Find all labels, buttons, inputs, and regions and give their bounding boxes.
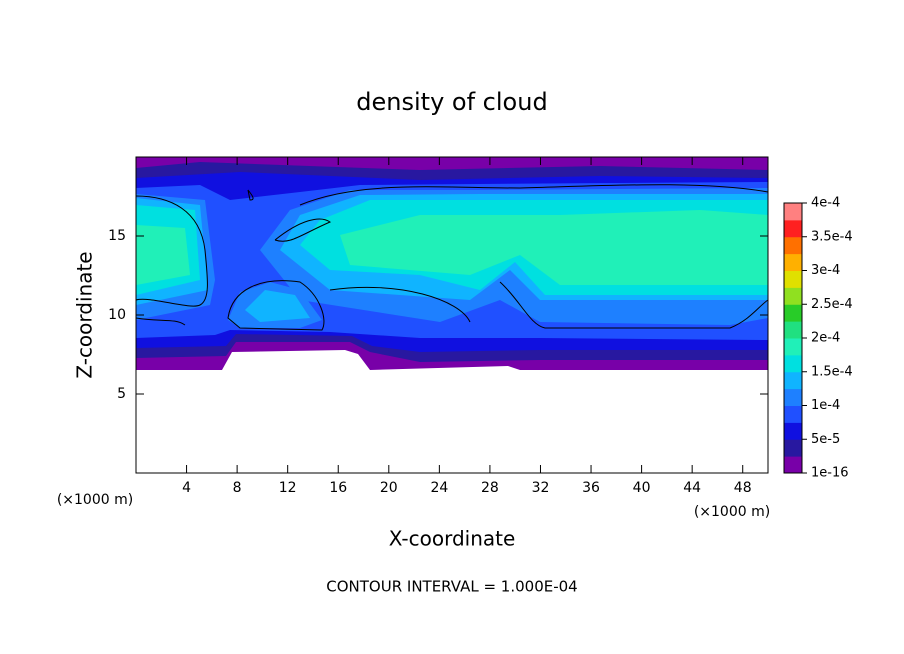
- colorbar-band: [784, 321, 802, 339]
- colorbar-band: [784, 203, 802, 221]
- colorbar-band: [784, 270, 802, 288]
- colorbar-band: [784, 388, 802, 406]
- y-tick-label: 15: [108, 228, 126, 244]
- x-tick-label: 20: [380, 480, 398, 496]
- x-axis-label: X-coordinate: [389, 527, 516, 551]
- x-tick-label: 8: [233, 480, 242, 496]
- colorbar-band: [784, 219, 802, 238]
- colorbar-band: [784, 354, 802, 373]
- colorbar-tick-label: 1e-16: [811, 466, 849, 481]
- chart-title: density of cloud: [356, 88, 547, 116]
- colorbar-tick-label: 2.5e-4: [811, 297, 853, 312]
- x-tick-label: 32: [532, 480, 550, 496]
- x-unit-label: (×1000 m): [57, 492, 133, 508]
- colorbar-tick-label: 3.5e-4: [811, 229, 853, 244]
- colorbar-band: [784, 439, 802, 457]
- colorbar-band: [784, 371, 802, 390]
- colorbar-band: [784, 304, 802, 322]
- colorbar-tick-label: 2e-4: [811, 331, 840, 346]
- contour-field: [135, 157, 769, 370]
- colorbar-tick-label: 5e-5: [811, 432, 840, 447]
- colorbar-tick-label: 4e-4: [811, 196, 840, 211]
- x-tick-label: 28: [481, 480, 499, 496]
- colorbar-band: [784, 405, 802, 423]
- colorbar-band: [784, 456, 802, 474]
- x-tick-label: 4: [182, 480, 191, 496]
- y-tick-label: 5: [117, 386, 126, 402]
- colorbar-tick-label: 1.5e-4: [811, 364, 853, 379]
- y-tick-label: 10: [108, 307, 126, 323]
- x-tick-label: 16: [329, 480, 347, 496]
- colorbar-tick-label: 3e-4: [811, 263, 840, 278]
- x-unit-label: (×1000 m): [694, 504, 770, 520]
- x-tick-label: 48: [734, 480, 752, 496]
- colorbar-band: [784, 236, 802, 255]
- footer-note: CONTOUR INTERVAL = 1.000E-04: [326, 578, 577, 596]
- x-tick-label: 12: [279, 480, 297, 496]
- colorbar-tick-label: 1e-4: [811, 398, 840, 413]
- colorbar-band: [784, 422, 802, 440]
- y-axis-label: Z-coordinate: [73, 251, 97, 378]
- x-tick-label: 40: [633, 480, 651, 496]
- colorbar-band: [784, 287, 802, 305]
- colorbar-band: [784, 253, 802, 271]
- x-tick-label: 44: [683, 480, 701, 496]
- x-tick-label: 24: [430, 480, 448, 496]
- colorbar-band: [784, 338, 802, 356]
- x-tick-label: 36: [582, 480, 600, 496]
